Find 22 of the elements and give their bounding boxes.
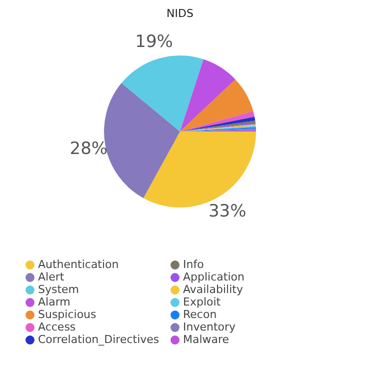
legend-label: Exploit [183, 296, 222, 308]
pie-slice [180, 111, 255, 132]
pie-slice [180, 79, 254, 132]
legend-label: Application [183, 270, 244, 284]
pie-slice [121, 56, 204, 132]
legend-label: Info [183, 258, 204, 271]
legend-label: Alert [38, 270, 65, 284]
legend-label: Availability [183, 283, 244, 296]
legend-label: Recon [183, 308, 217, 321]
data-label: 33% [208, 202, 246, 222]
legend-label: Alarm [38, 296, 70, 308]
legend-label: Access [38, 320, 76, 334]
legend-label: Malware [183, 333, 230, 346]
legend-label: Suspicious [38, 308, 97, 321]
data-label: 28% [70, 138, 108, 159]
data-label: 19% [135, 32, 173, 52]
legend-label: System [38, 283, 80, 296]
pie-slice [180, 59, 236, 132]
legend-label: Authentication [38, 258, 119, 271]
legend-label: Correlation_Directives [38, 333, 160, 346]
chart-title: NIDS [166, 7, 194, 20]
legend-label: Inventory [183, 320, 236, 334]
